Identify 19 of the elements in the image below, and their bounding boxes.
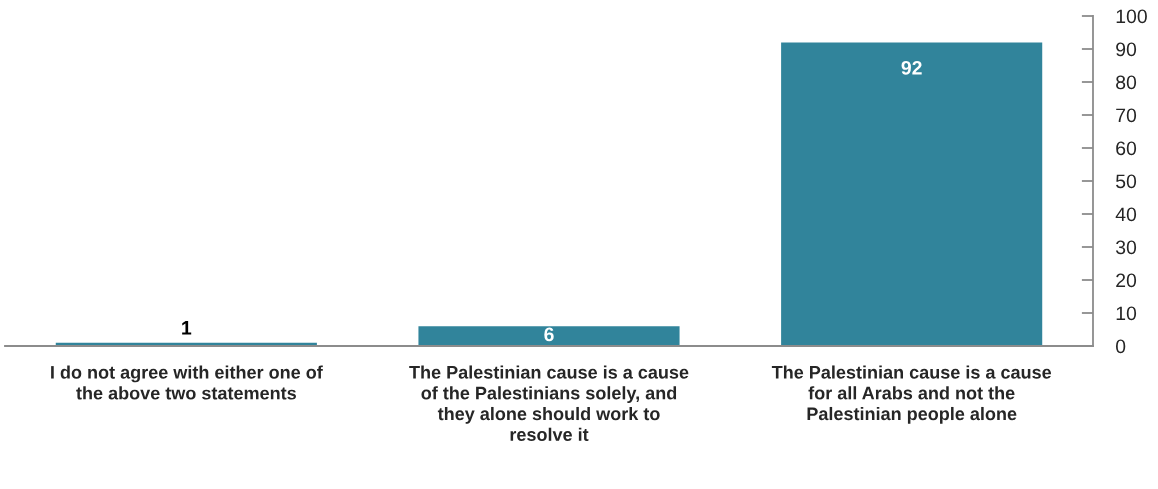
y-tick-label: 30 [1115, 240, 1137, 255]
y-tick-label: 100 [1116, 9, 1147, 24]
data-label: 1 [182, 321, 192, 335]
y-tick-label: 40 [1115, 207, 1137, 222]
y-tick-label: 60 [1116, 141, 1137, 156]
y-tick-label: 50 [1116, 174, 1137, 189]
y-tick-label: 70 [1116, 108, 1137, 123]
y-tick-label: 80 [1116, 75, 1137, 90]
y-tick-label: 20 [1116, 273, 1137, 288]
y-tick-label: 10 [1116, 306, 1137, 321]
bar [781, 42, 1043, 346]
x-tick-label: The Palestinian cause is a cause of the Palestinians solely, and they alone should work to resolve it [409, 365, 689, 441]
x-tick-label: The Palestinian cause is a cause for all Arabs and not the Palestinian people alone [771, 365, 1052, 424]
x-tick-label: I do not agree with either one of the above two statements [51, 365, 323, 400]
y-tick-label: 90 [1116, 42, 1137, 57]
y-tick-label: 0 [1115, 339, 1126, 354]
data-label: 6 [544, 327, 554, 342]
bar [418, 326, 680, 346]
data-label: 92 [901, 60, 922, 75]
